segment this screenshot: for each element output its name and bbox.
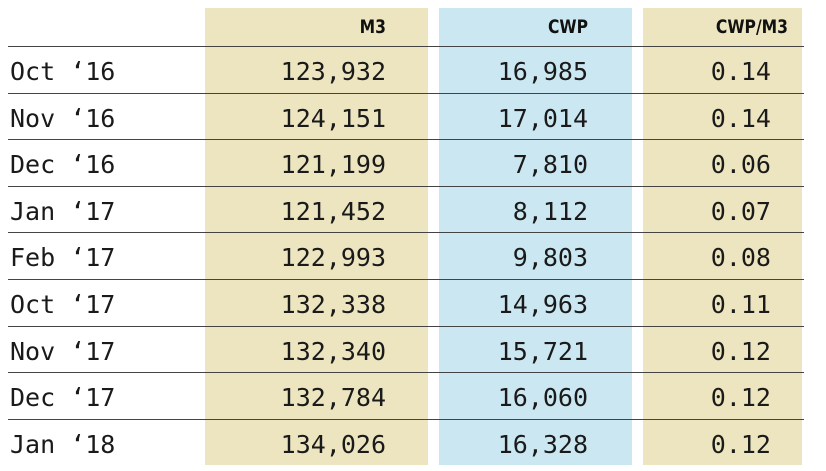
month-cell: Dec ‘17 (10, 383, 116, 413)
table-header: M3 CWP CWP/M3 (0, 8, 826, 46)
table-row: Feb ‘17 122,993 9,803 0.08 (0, 232, 826, 278)
month-cell: Jan ‘18 (10, 429, 116, 459)
m3-cell: 124,151 (280, 103, 386, 133)
header-cwp-m3: CWP/M3 (715, 16, 788, 38)
row-divider (8, 139, 804, 141)
header-m3: M3 (359, 16, 386, 38)
m3-cell: 121,452 (280, 196, 386, 226)
ratio-cell: 0.06 (710, 150, 771, 180)
cwp-cell: 9,803 (512, 243, 588, 273)
table-row: Oct ‘16 123,932 16,985 0.14 (0, 46, 826, 92)
m3-cell: 134,026 (280, 429, 386, 459)
table-row: Jan ‘17 121,452 8,112 0.07 (0, 185, 826, 232)
row-divider (8, 185, 804, 187)
table-row: Jan ‘18 134,026 16,328 0.12 (0, 418, 826, 465)
row-divider (8, 279, 804, 280)
cwp-cell: 17,014 (497, 103, 588, 133)
table-row: Nov ‘17 132,340 15,721 0.12 (0, 325, 826, 372)
month-cell: Oct ‘17 (10, 290, 116, 319)
ratio-cell: 0.11 (710, 290, 771, 319)
month-cell: Jan ‘17 (10, 196, 116, 226)
ratio-cell: 0.08 (710, 243, 771, 273)
month-cell: Nov ‘17 (10, 336, 116, 366)
ratio-cell: 0.12 (710, 336, 771, 366)
m3-cell: 121,199 (280, 150, 386, 180)
ratio-cell: 0.12 (710, 383, 771, 413)
ratio-cell: 0.14 (710, 57, 771, 86)
cwp-cell: 8,112 (512, 196, 588, 226)
row-divider (8, 232, 804, 234)
table-row: Dec ‘17 132,784 16,060 0.12 (0, 372, 826, 418)
month-cell: Nov ‘16 (10, 103, 116, 133)
row-divider (8, 372, 804, 374)
cwp-cell: 16,985 (497, 57, 588, 86)
row-divider (8, 325, 804, 327)
table-row: Nov ‘16 124,151 17,014 0.14 (0, 92, 826, 139)
cwp-cell: 15,721 (497, 336, 588, 366)
cwp-cell: 14,963 (497, 290, 588, 319)
ratio-cell: 0.14 (710, 103, 771, 133)
ratio-cell: 0.07 (710, 196, 771, 226)
table-row: Oct ‘17 132,338 14,963 0.11 (0, 279, 826, 325)
table-row: Dec ‘16 121,199 7,810 0.06 (0, 139, 826, 185)
header-cwp: CWP (547, 16, 588, 38)
cwp-cell: 7,810 (512, 150, 588, 180)
month-cell: Oct ‘16 (10, 57, 116, 86)
row-divider (8, 418, 804, 420)
month-cell: Dec ‘16 (10, 150, 116, 180)
m3-cell: 123,932 (280, 57, 386, 86)
ratio-column-band (643, 8, 802, 465)
ratio-cell: 0.12 (710, 429, 771, 459)
cwp-column-band (439, 8, 632, 465)
month-cell: Feb ‘17 (10, 243, 116, 273)
m3-cell: 132,340 (280, 336, 386, 366)
cwp-cell: 16,060 (497, 383, 588, 413)
m3-cell: 132,784 (280, 383, 386, 413)
m3-column-band (205, 8, 428, 465)
row-divider (8, 92, 804, 94)
cwp-cell: 16,328 (497, 429, 588, 459)
row-divider (8, 46, 804, 47)
m3-cell: 132,338 (280, 290, 386, 319)
m3-cell: 122,993 (280, 243, 386, 273)
